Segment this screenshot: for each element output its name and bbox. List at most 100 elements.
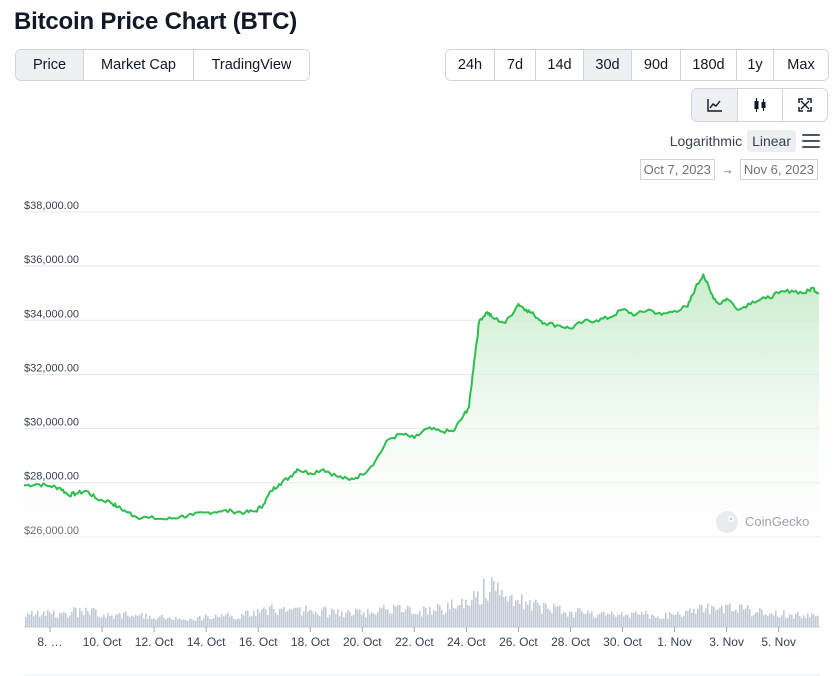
volume-bar <box>33 616 35 627</box>
volume-bar <box>523 609 525 627</box>
volume-bar <box>133 616 135 627</box>
volume-bar <box>209 619 211 627</box>
range-14d-button[interactable]: 14d <box>535 50 583 80</box>
volume-bar <box>355 608 357 627</box>
volume-bar <box>753 614 755 627</box>
volume-bar <box>721 605 723 627</box>
volume-bar <box>603 612 605 627</box>
volume-bar <box>427 614 429 627</box>
volume-bar <box>443 614 445 627</box>
volume-bar <box>441 609 443 627</box>
volume-bar <box>203 618 205 627</box>
volume-bar <box>143 618 145 627</box>
date-from-input[interactable]: Oct 7, 2023 <box>639 159 715 180</box>
candlestick-button[interactable] <box>737 89 782 121</box>
linear-option[interactable]: Linear <box>747 130 796 152</box>
volume-bar <box>295 607 297 627</box>
volume-bar <box>137 615 139 627</box>
volume-bar <box>631 612 633 627</box>
volume-bar <box>275 613 277 627</box>
volume-bar <box>557 606 559 627</box>
volume-bar <box>763 615 765 627</box>
volume-bar <box>751 616 753 627</box>
volume-bar <box>787 617 789 627</box>
volume-bar <box>653 615 655 627</box>
range-30d-button[interactable]: 30d <box>583 50 631 80</box>
volume-bar <box>81 611 83 627</box>
volume-bar <box>31 610 33 627</box>
volume-bar <box>239 618 241 627</box>
line-chart-button[interactable] <box>692 89 737 121</box>
range-180d-button[interactable]: 180d <box>680 50 736 80</box>
range-1y-button[interactable]: 1y <box>736 50 773 80</box>
volume-bar <box>115 614 117 627</box>
volume-bar <box>325 607 327 627</box>
volume-bar <box>643 614 645 627</box>
volume-bar <box>97 616 99 627</box>
volume-bar <box>321 609 323 627</box>
y-tick-label: $36,000.00 <box>24 254 79 266</box>
volume-bar <box>715 610 717 627</box>
tab-market-cap[interactable]: Market Cap <box>83 50 193 80</box>
volume-bar <box>201 620 203 627</box>
volume-bar <box>309 609 311 627</box>
volume-bar <box>57 617 59 627</box>
logarithmic-option[interactable]: Logarithmic <box>669 133 743 149</box>
volume-bar <box>747 605 749 627</box>
volume-bar <box>265 609 267 627</box>
date-to-input[interactable]: Nov 6, 2023 <box>739 159 818 180</box>
volume-bar <box>173 619 175 627</box>
volume-bar <box>537 602 539 627</box>
range-max-button[interactable]: Max <box>773 50 828 80</box>
range-90d-button[interactable]: 90d <box>631 50 680 80</box>
volume-bar <box>389 613 391 627</box>
tab-tradingview[interactable]: TradingView <box>193 50 309 80</box>
volume-bar <box>53 610 55 627</box>
volume-bar <box>519 603 521 627</box>
volume-bar <box>89 614 91 627</box>
volume-bar <box>247 610 249 627</box>
volume-bar <box>663 618 665 627</box>
volume-bar <box>701 605 703 627</box>
volume-bar <box>319 616 321 627</box>
volume-bar <box>449 609 451 627</box>
volume-bar <box>433 609 435 627</box>
volume-bar <box>571 612 573 627</box>
volume-bar <box>565 612 567 627</box>
volume-bar <box>361 614 363 627</box>
x-tick-label: 16. Oct <box>239 635 278 649</box>
time-range-selector: 24h 7d 14d 30d 90d 180d 1y Max <box>445 49 829 81</box>
volume-bar <box>187 621 189 627</box>
volume-bar <box>461 598 463 627</box>
volume-bar <box>67 617 69 627</box>
volume-bar <box>259 612 261 627</box>
volume-bar <box>377 612 379 627</box>
range-7d-button[interactable]: 7d <box>494 50 535 80</box>
tab-price[interactable]: Price <box>16 50 83 80</box>
range-24h-button[interactable]: 24h <box>446 50 494 80</box>
volume-bar <box>243 615 245 627</box>
volume-bar <box>801 618 803 627</box>
volume-bar <box>697 608 699 627</box>
volume-bar <box>291 609 293 627</box>
volume-bar <box>683 615 685 627</box>
volume-bar <box>469 606 471 627</box>
volume-bar <box>359 609 361 627</box>
menu-icon[interactable] <box>802 134 820 148</box>
volume-bar <box>633 612 635 627</box>
volume-bar <box>179 618 181 627</box>
volume-bar <box>281 608 283 627</box>
volume-bar <box>713 606 715 627</box>
fullscreen-button[interactable] <box>782 89 827 121</box>
volume-bar <box>191 618 193 627</box>
volume-bar <box>139 615 141 627</box>
volume-bar <box>245 610 247 627</box>
volume-bar <box>165 619 167 627</box>
volume-bar <box>83 615 85 627</box>
volume-bar <box>293 608 295 627</box>
volume-bar <box>739 604 741 627</box>
volume-bar <box>365 617 367 627</box>
chart-style-selector <box>691 88 828 122</box>
volume-bar <box>407 605 409 627</box>
